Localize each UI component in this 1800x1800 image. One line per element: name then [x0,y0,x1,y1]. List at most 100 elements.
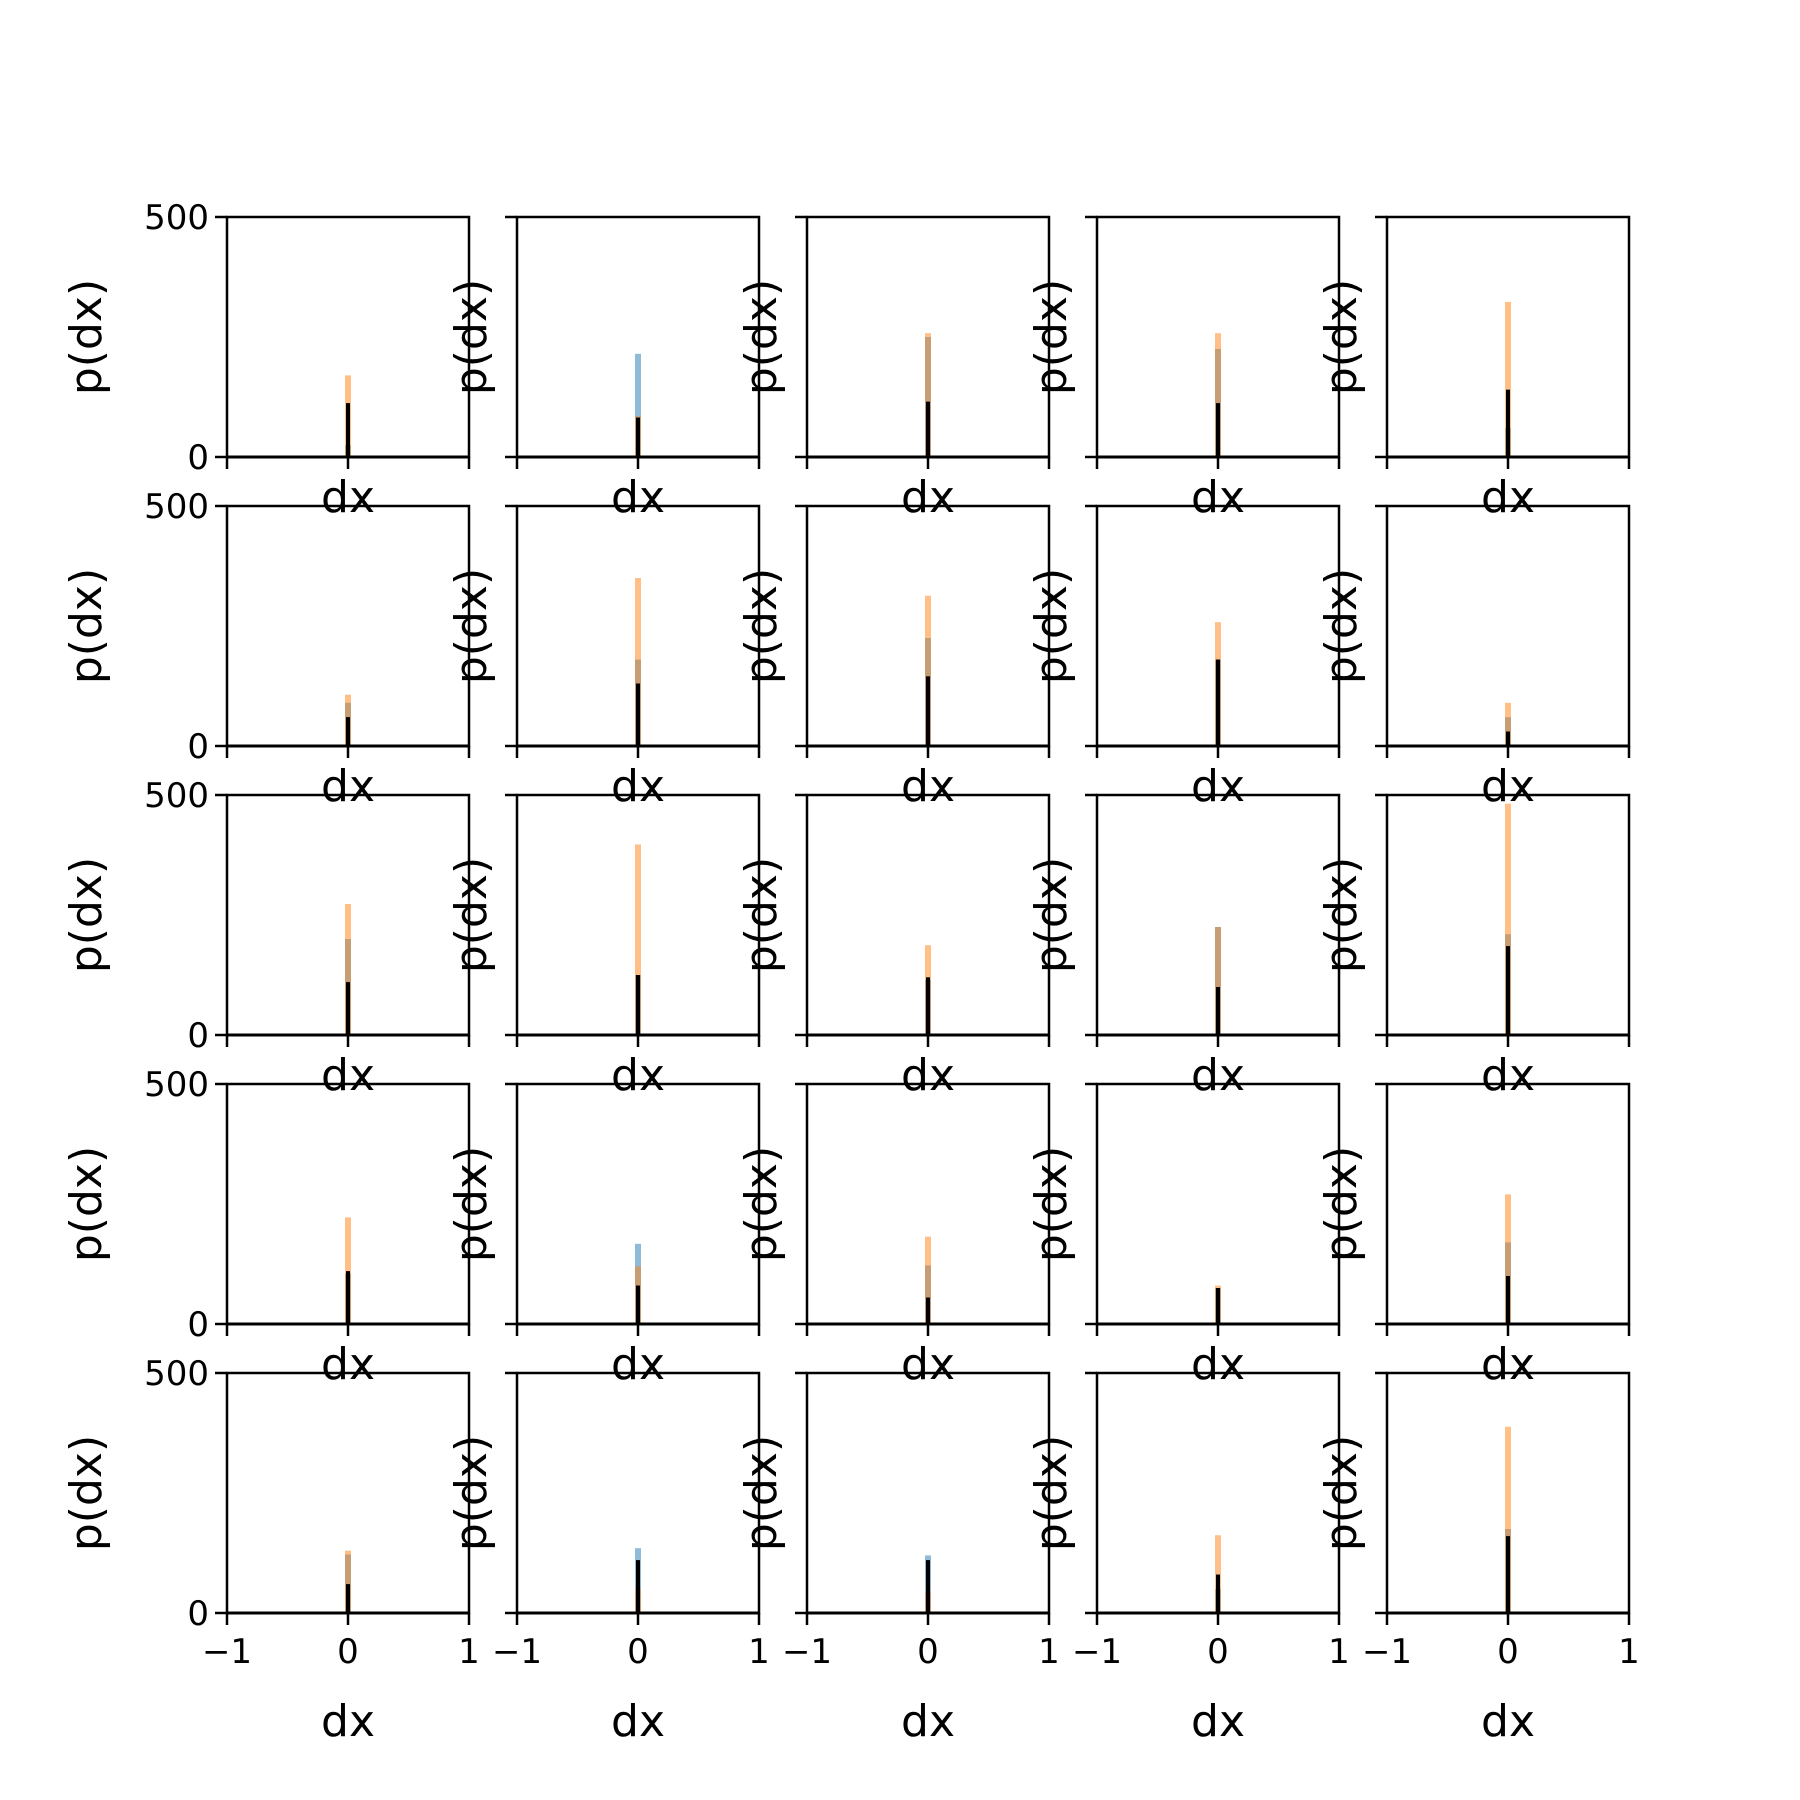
x-axis-label: dx [1481,472,1535,523]
bar-series-2 [1215,1535,1221,1613]
x-tick-label: −1 [492,1632,542,1672]
y-tick-label: 500 [144,198,209,238]
x-axis-label: dx [1481,761,1535,812]
y-axis-label: p(dx) [736,279,787,395]
bar-series-3 [346,1584,350,1613]
subplot-1-3: dx p(dx) [736,215,1051,523]
x-axis-label: dx [611,1696,665,1747]
bar-series-3 [926,1297,930,1324]
y-axis-label: p(dx) [61,1146,112,1262]
x-axis-label: dx [321,1696,375,1747]
y-tick-label: 500 [144,1354,209,1394]
y-axis-label: p(dx) [446,279,497,395]
y-axis-label: p(dx) [1316,568,1367,684]
subplot-1-4: dx p(dx) [1026,215,1341,523]
subplot-2-5: dx p(dx) [1316,504,1631,812]
subplot-5-4: −1 0 1 dx p(dx) [1026,1371,1350,1747]
bar-series-2 [1505,301,1511,457]
bar-series-2 [345,1217,351,1324]
y-axis-label: p(dx) [446,1435,497,1551]
x-tick-label: 0 [627,1632,649,1672]
bar-series-2 [345,1550,351,1613]
y-tick-label: 0 [187,438,209,478]
y-axis-label: p(dx) [1026,279,1077,395]
x-tick-label: −1 [1362,1632,1412,1672]
bar-series-2 [925,333,931,457]
bar-series-3 [1506,389,1510,457]
subplot-2-2: dx p(dx) [446,504,761,812]
bar-series-2 [925,1236,931,1324]
subplot-1-5: dx p(dx) [1316,215,1631,523]
subplot-2-1: 0 500 dx p(dx) [61,487,471,812]
y-axis-label: p(dx) [1026,1435,1077,1551]
x-tick-label: 1 [458,1632,480,1672]
x-tick-label: 1 [748,1632,770,1672]
y-tick-label: 0 [187,1305,209,1345]
subplot-5-2: −1 0 1 dx p(dx) [446,1371,770,1747]
x-axis-label: dx [1191,761,1245,812]
bar-series-3 [346,717,350,746]
subplot-4-2: dx p(dx) [446,1082,761,1390]
y-tick-label: 0 [187,1594,209,1634]
subplot-4-5: dx p(dx) [1316,1082,1631,1390]
y-axis-label: p(dx) [736,568,787,684]
y-tick-label: 500 [144,1065,209,1105]
y-axis-label: p(dx) [446,568,497,684]
y-axis-label: p(dx) [1026,1146,1077,1262]
bar-series-3 [926,676,930,746]
x-tick-label: 0 [917,1632,939,1672]
bar-series-2 [1505,702,1511,746]
bar-series-2 [345,903,351,1035]
x-axis-label: dx [1481,1696,1535,1747]
y-axis-label: p(dx) [61,1435,112,1551]
subplot-5-3: −1 0 1 dx p(dx) [736,1371,1060,1747]
x-axis-label: dx [901,472,955,523]
x-tick-label: 1 [1618,1632,1640,1672]
y-axis-label: p(dx) [61,279,112,395]
y-axis-label: p(dx) [1316,1146,1367,1262]
bar-series-2 [1505,803,1511,1035]
x-axis-label: dx [901,1050,955,1101]
bar-series-2 [1215,333,1221,457]
subplot-3-2: dx p(dx) [446,793,761,1101]
x-axis-label: dx [901,761,955,812]
y-axis-label: p(dx) [1316,857,1367,973]
subplot-4-3: dx p(dx) [736,1082,1051,1390]
x-tick-label: 1 [1328,1632,1350,1672]
y-axis-label: p(dx) [1316,1435,1367,1551]
y-axis-label: p(dx) [1026,857,1077,973]
y-axis-label: p(dx) [736,857,787,973]
x-axis-label: dx [321,761,375,812]
y-tick-label: 500 [144,487,209,527]
subplot-4-4: dx p(dx) [1026,1082,1341,1390]
subplot-2-3: dx p(dx) [736,504,1051,812]
y-axis-label: p(dx) [61,857,112,973]
x-axis-label: dx [611,761,665,812]
x-axis-label: dx [901,1339,955,1390]
subplot-3-3: dx p(dx) [736,793,1051,1101]
y-axis-label: p(dx) [1316,279,1367,395]
y-axis-label: p(dx) [446,857,497,973]
y-tick-label: 0 [187,1016,209,1056]
x-axis-label: dx [611,1050,665,1101]
x-axis-label: dx [1481,1050,1535,1101]
x-axis-label: dx [1191,472,1245,523]
x-tick-label: 0 [1207,1632,1229,1672]
subplot-1-2: dx p(dx) [446,215,761,523]
bar-series-2 [1505,1426,1511,1613]
x-tick-label: 0 [337,1632,359,1672]
x-axis-label: dx [901,1696,955,1747]
x-axis-label: dx [321,1339,375,1390]
subplot-3-5: dx p(dx) [1316,793,1631,1101]
x-axis-label: dx [1191,1050,1245,1101]
x-tick-label: −1 [1072,1632,1122,1672]
bar-series-2 [635,844,641,1035]
y-axis-label: p(dx) [736,1146,787,1262]
x-axis-label: dx [1191,1339,1245,1390]
bar-series-2 [925,595,931,746]
bar-series-2 [1505,1194,1511,1324]
subplot-1-1: 0 500 dx p(dx) [61,198,471,523]
